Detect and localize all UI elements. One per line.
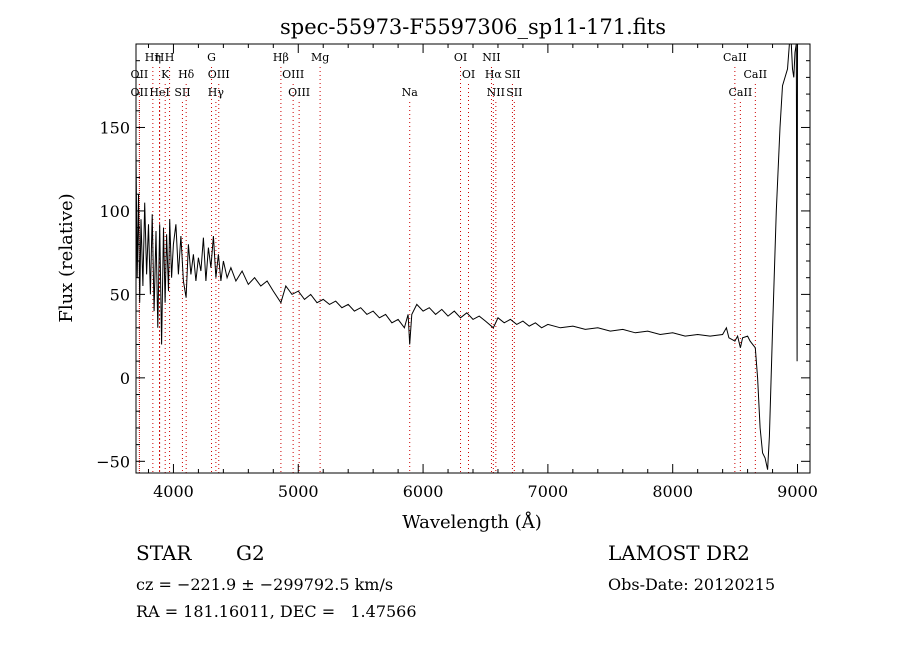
x-axis-label: Wavelength (Å) — [402, 511, 542, 533]
line-marker-label-3: H — [155, 51, 165, 64]
object-class: STAR — [136, 541, 192, 565]
line-marker-label-10: OIII — [208, 68, 230, 81]
x-tick-label-5000: 5000 — [278, 482, 319, 501]
line-marker-label-15: Mg — [311, 51, 329, 64]
x-tick-label-9000: 9000 — [777, 482, 818, 501]
y-tick-label-150: 150 — [99, 118, 130, 137]
y-tick-label-100: 100 — [99, 202, 130, 221]
y-tick-label-0: 0 — [120, 369, 130, 388]
line-marker-label-17: OI — [454, 51, 467, 64]
line-marker-label-24: CaII — [723, 51, 747, 64]
y-tick-label-50: 50 — [110, 285, 130, 304]
spectrum-line-0 — [136, 44, 798, 470]
line-marker-label-20: Hα — [485, 68, 503, 81]
chart-title: spec-55973-F5597306_sp11-171.fits — [280, 15, 666, 39]
sky-coordinates: RA = 181.16011, DEC = 1.47566 — [136, 602, 417, 621]
redshift-velocity: cz = −221.9 ± −299792.5 km/s — [136, 575, 394, 594]
line-marker-label-14: OIII — [288, 86, 310, 99]
line-markers: OIIOIIHηHHeIKHSIIHδGOIIIHγHβOIIIOIIIMgNa… — [131, 51, 767, 473]
line-marker-label-12: Hβ — [273, 51, 289, 64]
line-marker-label-19: NII — [482, 51, 500, 64]
line-marker-label-23: SII — [506, 86, 522, 99]
line-marker-label-16: Na — [402, 86, 419, 99]
line-marker-label-7: SII — [174, 86, 190, 99]
line-marker-label-0: OII — [131, 68, 149, 81]
line-marker-label-21: NII — [487, 86, 505, 99]
plot-frame — [135, 43, 811, 474]
line-marker-label-13: OIII — [282, 68, 304, 81]
line-marker-label-18: OI — [462, 68, 475, 81]
x-tick-label-4000: 4000 — [153, 482, 194, 501]
line-marker-label-26: CaII — [743, 68, 767, 81]
x-tick-label-7000: 7000 — [528, 482, 569, 501]
y-axis-label: Flux (relative) — [56, 193, 77, 322]
line-marker-label-2: Hη — [145, 51, 161, 64]
line-marker-label-4: HeI — [149, 86, 169, 99]
line-marker-label-25: CaII — [729, 86, 753, 99]
line-marker-label-11: Hγ — [208, 86, 225, 99]
object-subclass: G2 — [236, 541, 265, 565]
x-tick-label-8000: 8000 — [652, 482, 693, 501]
line-marker-label-6: H — [165, 51, 175, 64]
observation-date: Obs-Date: 20120215 — [608, 575, 776, 594]
spectrum-series — [136, 44, 798, 470]
axes: 4000 5000 6000 7000 8000 9000 −50 0 50 100 150 — [96, 43, 818, 501]
x-tick-label-6000: 6000 — [403, 482, 444, 501]
y-tick-label--50: −50 — [96, 452, 130, 471]
line-marker-label-22: SII — [504, 68, 520, 81]
line-marker-label-1: OII — [131, 86, 149, 99]
line-marker-label-8: Hδ — [178, 68, 195, 81]
line-marker-label-9: G — [207, 51, 216, 64]
survey-name: LAMOST DR2 — [608, 541, 750, 565]
line-marker-label-5: K — [161, 68, 170, 81]
